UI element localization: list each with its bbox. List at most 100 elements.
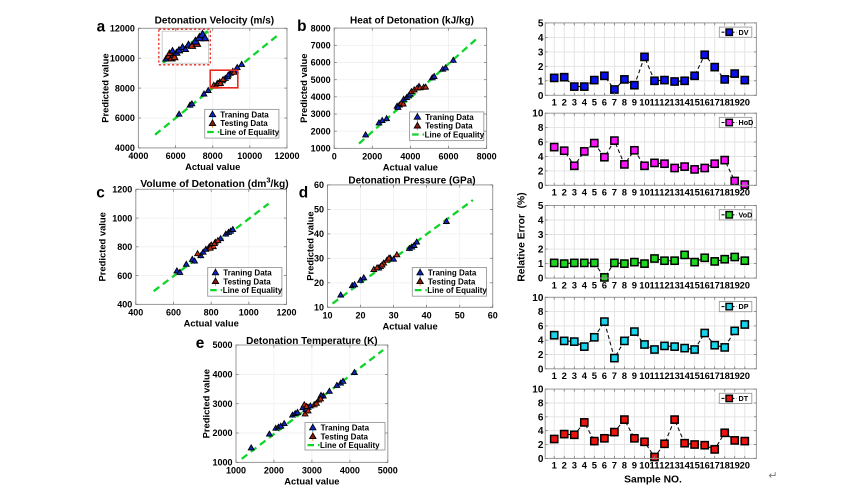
svg-text:10: 10 (322, 311, 332, 321)
svg-text:12: 12 (659, 460, 669, 471)
svg-text:Traning Data: Traning Data (223, 269, 272, 278)
svg-text:0: 0 (538, 181, 544, 192)
svg-text:4: 4 (582, 460, 588, 471)
svg-text:Line of Equality: Line of Equality (425, 130, 485, 139)
svg-text:1: 1 (552, 187, 557, 198)
svg-text:4: 4 (582, 370, 588, 381)
svg-text:Actual value: Actual value (185, 161, 240, 172)
svg-text:18: 18 (719, 97, 729, 108)
svg-text:800: 800 (117, 242, 132, 252)
svg-text:15: 15 (689, 370, 699, 381)
svg-text:4: 4 (538, 426, 544, 437)
svg-text:800: 800 (204, 308, 219, 318)
svg-text:20: 20 (740, 460, 750, 471)
svg-text:15: 15 (689, 460, 699, 471)
svg-text:11: 11 (650, 370, 660, 381)
svg-text:DT: DT (739, 394, 749, 403)
svg-text:14: 14 (679, 187, 690, 198)
svg-text:2000: 2000 (362, 152, 382, 162)
svg-text:30: 30 (389, 311, 399, 321)
svg-text:↵: ↵ (768, 470, 777, 482)
svg-text:Detonation Velocity (m/s): Detonation Velocity (m/s) (155, 16, 274, 27)
svg-text:8: 8 (622, 187, 627, 198)
svg-text:9: 9 (632, 187, 637, 198)
svg-text:12: 12 (659, 187, 669, 198)
svg-text:5: 5 (592, 97, 597, 108)
svg-text:30: 30 (314, 254, 324, 264)
svg-text:19: 19 (729, 370, 739, 381)
svg-text:12000: 12000 (110, 24, 135, 34)
svg-text:Predicted value: Predicted value (97, 212, 108, 281)
svg-text:8000: 8000 (477, 152, 497, 162)
svg-text:20: 20 (314, 278, 324, 288)
svg-text:1: 1 (552, 279, 557, 290)
svg-text:8: 8 (622, 97, 627, 108)
svg-text:Testing Data: Testing Data (223, 277, 271, 286)
svg-text:6000: 6000 (115, 113, 135, 123)
svg-text:Testing Data: Testing Data (428, 277, 476, 286)
svg-text:3: 3 (572, 370, 577, 381)
svg-text:1: 1 (552, 97, 557, 108)
svg-text:15: 15 (689, 187, 699, 198)
svg-text:16: 16 (699, 460, 709, 471)
svg-text:2: 2 (562, 97, 567, 108)
svg-text:1: 1 (552, 370, 557, 381)
svg-text:14: 14 (679, 370, 690, 381)
svg-text:10: 10 (639, 279, 649, 290)
svg-text:9: 9 (632, 460, 637, 471)
svg-text:2: 2 (562, 460, 567, 471)
svg-text:600: 600 (117, 271, 132, 281)
svg-text:2: 2 (562, 187, 567, 198)
svg-text:Actual value: Actual value (284, 476, 339, 487)
svg-text:6: 6 (538, 321, 544, 332)
svg-text:20: 20 (355, 311, 365, 321)
svg-text:40: 40 (422, 311, 432, 321)
svg-text:10: 10 (639, 187, 649, 198)
svg-text:13: 13 (669, 460, 679, 471)
svg-text:2: 2 (538, 245, 544, 256)
svg-text:DP: DP (739, 302, 749, 311)
svg-text:8: 8 (538, 307, 544, 318)
svg-text:Traning Data: Traning Data (425, 113, 474, 122)
svg-text:17: 17 (709, 187, 719, 198)
svg-text:5000: 5000 (378, 466, 398, 476)
svg-text:2000: 2000 (311, 126, 331, 136)
svg-text:4: 4 (538, 216, 544, 227)
svg-text:15: 15 (689, 279, 699, 290)
svg-text:8: 8 (538, 399, 544, 410)
svg-text:Testing Data: Testing Data (425, 122, 473, 131)
svg-text:HoD: HoD (739, 118, 754, 127)
svg-text:Detonation Temperature (K): Detonation Temperature (K) (246, 336, 378, 347)
svg-text:6: 6 (538, 412, 544, 423)
svg-text:11: 11 (650, 187, 660, 198)
svg-text:8000: 8000 (311, 23, 331, 33)
svg-text:19: 19 (729, 279, 739, 290)
svg-text:1200: 1200 (112, 185, 132, 195)
svg-text:c: c (96, 185, 105, 202)
svg-text:Traning Data: Traning Data (220, 110, 269, 119)
svg-text:10000: 10000 (110, 53, 135, 63)
svg-text:17: 17 (709, 460, 719, 471)
svg-text:0: 0 (538, 91, 544, 102)
svg-text:15: 15 (689, 97, 699, 108)
svg-text:Line of Equality: Line of Equality (220, 128, 280, 137)
svg-text:DV: DV (739, 28, 749, 37)
svg-text:a: a (97, 19, 106, 36)
svg-text:0: 0 (538, 454, 544, 465)
svg-text:Actual value: Actual value (383, 162, 438, 173)
svg-text:18: 18 (719, 370, 729, 381)
svg-text:Predicted value: Predicted value (200, 369, 211, 438)
svg-text:16: 16 (699, 97, 709, 108)
svg-text:2: 2 (538, 440, 544, 451)
svg-text:Predicted value: Predicted value (305, 211, 316, 280)
svg-text:6000: 6000 (166, 151, 186, 161)
svg-text:17: 17 (709, 370, 719, 381)
svg-text:Predicted value: Predicted value (99, 53, 110, 122)
svg-text:3: 3 (572, 97, 577, 108)
svg-text:13: 13 (669, 370, 679, 381)
svg-text:60: 60 (314, 180, 324, 190)
svg-text:7000: 7000 (311, 41, 331, 51)
svg-text:3: 3 (572, 187, 577, 198)
svg-text:19: 19 (729, 187, 739, 198)
svg-text:6000: 6000 (311, 58, 331, 68)
